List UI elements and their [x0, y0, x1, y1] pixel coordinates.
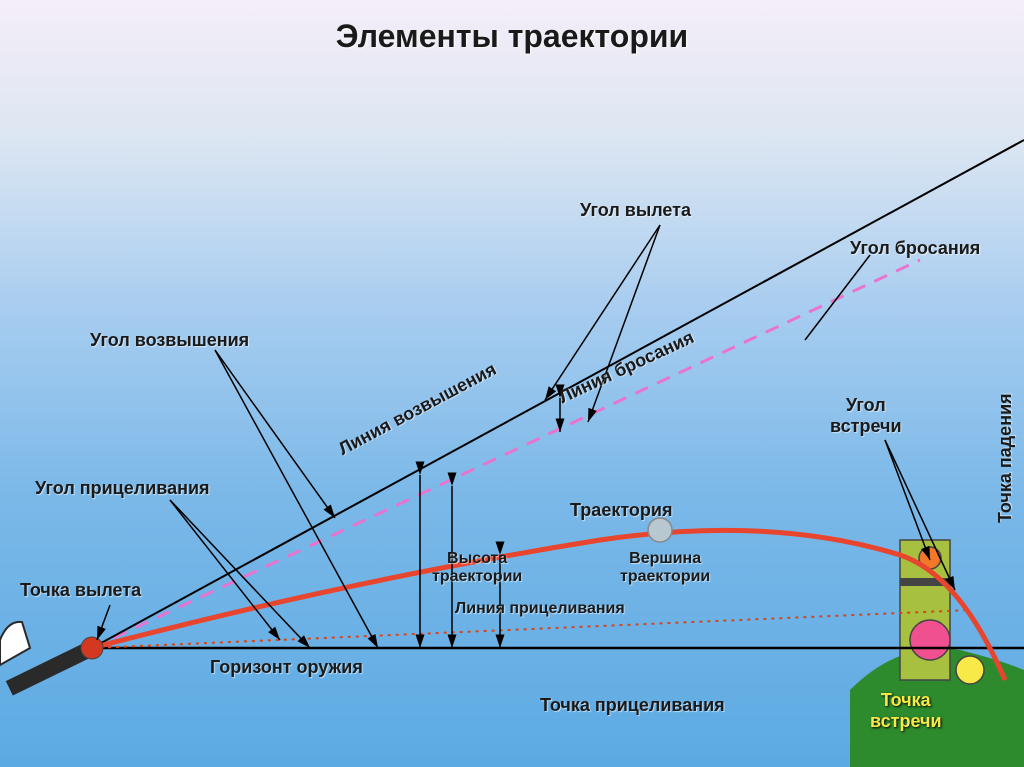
- label-ugol-vozvyshenia: Угол возвышения: [90, 330, 249, 351]
- label-linia-pritsel: Линия прицеливания: [455, 600, 625, 618]
- label-ugol-pritsel: Угол прицеливания: [35, 478, 210, 499]
- label-traektoria: Траектория: [570, 500, 672, 521]
- label-tochka-vstrechi: Точка встречи: [870, 690, 942, 732]
- label-ugol-vyleta: Угол вылета: [580, 200, 691, 221]
- label-gorizont-oruzhia: Горизонт оружия: [210, 657, 363, 678]
- label-ugol-brosania: Угол бросания: [850, 238, 980, 259]
- label-vysota-traektorii: Высота траектории: [432, 550, 522, 586]
- label-tochka-vyleta: Точка вылета: [20, 580, 141, 601]
- label-tochka-pritsel: Точка прицеливания: [540, 695, 725, 716]
- label-tochka-padenia: Точка падения: [995, 393, 1016, 523]
- label-ugol-vstrechi: Угол встречи: [830, 395, 902, 437]
- diagram-svg: [0, 0, 1024, 767]
- label-vershina-traektorii: Вершина траектории: [620, 550, 710, 586]
